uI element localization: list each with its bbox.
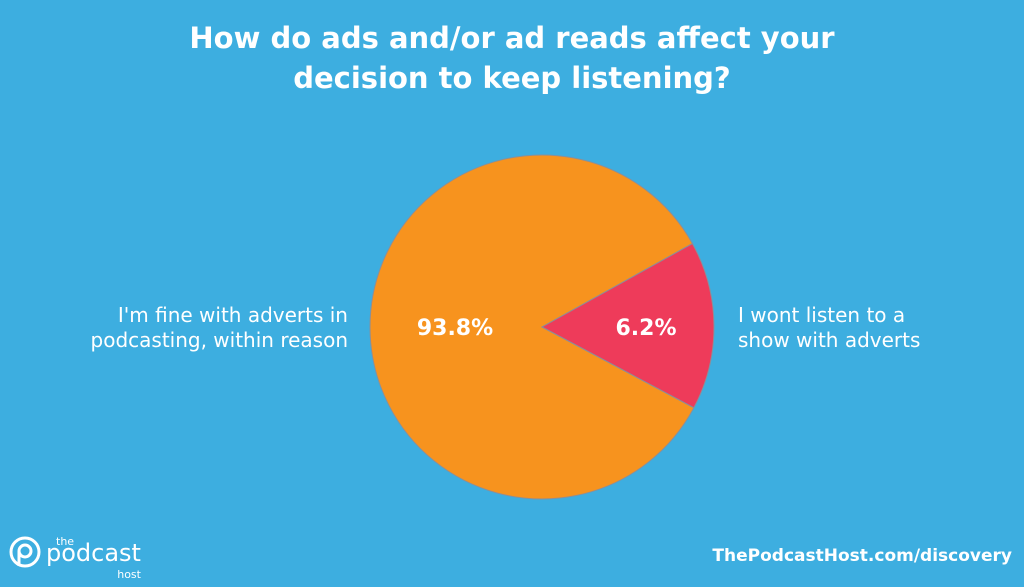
title-line-1: How do ads and/or ad reads affect your <box>189 21 835 55</box>
podcast-host-logo: the podcast host <box>8 535 141 581</box>
logo-podcast: podcast <box>46 539 141 567</box>
logo-host: host <box>117 568 141 581</box>
label-line: podcasting, within reason <box>90 328 348 352</box>
label-line: I wont listen to a <box>738 303 906 327</box>
pie-slice-fine-with-adverts <box>369 154 695 500</box>
pie-slice-wont-listen <box>540 242 715 409</box>
label-line: show with adverts <box>738 328 921 352</box>
logo-text: the podcast host <box>46 535 141 581</box>
logo-the: the <box>56 535 75 548</box>
chart-title: How do ads and/or ad reads affect your d… <box>0 18 1024 98</box>
slice-label-fine-with-adverts: I'm fine with adverts in podcasting, wit… <box>28 303 348 353</box>
label-line: I'm fine with adverts in <box>117 303 348 327</box>
data-label-93-8: 93.8% <box>417 316 493 341</box>
slice-label-wont-listen: I wont listen to a show with adverts <box>738 303 998 353</box>
data-label-6-2: 6.2% <box>615 316 676 341</box>
title-line-2: decision to keep listening? <box>293 61 731 95</box>
footer-url: ThePodcastHost.com/discovery <box>712 546 1012 566</box>
podcast-logo-icon <box>9 536 41 568</box>
